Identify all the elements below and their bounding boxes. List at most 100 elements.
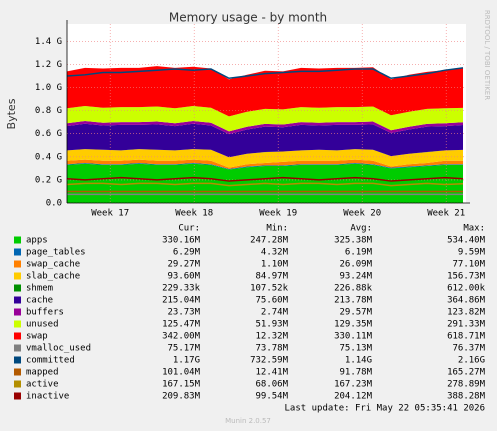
legend-label: page_tables [26, 248, 86, 258]
footer: Munin 2.0.57 [225, 417, 271, 425]
legend-stat: 330.16M [162, 236, 201, 246]
legend-header: Avg: [350, 224, 372, 234]
line [66, 176, 464, 182]
legend-label: apps [26, 236, 48, 246]
legend-stat: 732.59M [250, 356, 289, 366]
legend-stat: 612.00k [447, 284, 486, 294]
legend-swatch [14, 380, 21, 388]
area [67, 123, 463, 158]
legend-label: cache [26, 296, 53, 306]
legend-stat: 226.88k [334, 284, 373, 294]
legend-stat: 73.78M [255, 344, 288, 354]
area [67, 149, 463, 168]
legend-stat: 330.11M [334, 332, 373, 342]
legend-stat: 1.14G [345, 356, 372, 366]
line [66, 182, 464, 187]
legend-stat: 229.33k [162, 284, 201, 294]
legend-label: inactive [26, 392, 69, 402]
legend-label: shmem [26, 284, 53, 294]
area [67, 159, 463, 169]
x-tick-label: Week 17 [91, 209, 129, 219]
legend-stat: 12.41M [255, 368, 288, 378]
legend-swatch [14, 392, 21, 400]
legend-label: unused [26, 320, 59, 330]
legend-stat: 209.83M [162, 392, 201, 402]
y-tick-label: 0.6 G [35, 129, 62, 139]
last-update: Last update: Fri May 22 05:35:41 2026 [285, 404, 485, 414]
y-tick-label: 0.0 [46, 199, 62, 209]
y-tick-label: 1.4 G [35, 37, 62, 47]
legend-stat: 91.78M [339, 368, 372, 378]
legend-stat: 84.97M [255, 272, 288, 282]
legend-stat: 29.27M [167, 260, 200, 270]
legend-stat: 2.16G [458, 356, 485, 366]
legend-label: active [26, 380, 59, 390]
legend-stat: 12.32M [255, 332, 288, 342]
legend-stat: 99.54M [255, 392, 288, 402]
side-text: RRDTOOL / TOBI OETIKER [483, 10, 491, 100]
legend-stat: 93.24M [339, 272, 372, 282]
y-tick-label: 1.0 G [35, 83, 62, 93]
legend-swatch [14, 284, 21, 292]
area [67, 163, 463, 170]
legend-stat: 204.12M [334, 392, 373, 402]
legend-label: swap_cache [26, 260, 80, 270]
legend-stat: 618.71M [447, 332, 486, 342]
legend-stat: 342.00M [162, 332, 201, 342]
legend-swatch [14, 332, 21, 340]
legend-label: swap [26, 332, 48, 342]
legend-stat: 167.15M [162, 380, 201, 390]
legend-stat: 1.10M [261, 260, 289, 270]
legend-stat: 325.38M [334, 236, 373, 246]
legend-stat: 75.13M [339, 344, 372, 354]
legend-stat: 76.37M [452, 344, 485, 354]
legend-stat: 51.93M [255, 320, 288, 330]
y-tick-label: 0.4 G [35, 152, 62, 162]
legend-swatch [14, 308, 21, 316]
legend-label: vmalloc_used [26, 344, 91, 354]
legend-swatch [14, 236, 21, 244]
legend-header: Max: [463, 224, 485, 234]
legend-stat: 291.33M [447, 320, 486, 330]
chart-title: Memory usage - by month [169, 11, 327, 25]
legend-stat: 123.82M [447, 308, 486, 318]
legend-label: slab_cache [26, 272, 80, 282]
legend-stat: 278.89M [447, 380, 486, 390]
legend-stat: 4.32M [261, 248, 289, 258]
legend-stat: 534.40M [447, 236, 486, 246]
legend-stat: 77.10M [452, 260, 485, 270]
x-tick-label: Week 20 [343, 209, 381, 219]
legend-stat: 364.86M [447, 296, 486, 306]
y-tick-label: 0.8 G [35, 106, 62, 116]
legend-stat: 75.17M [167, 344, 200, 354]
line [66, 67, 464, 80]
x-tick-label: Week 19 [259, 209, 297, 219]
legend-stat: 213.78M [334, 296, 373, 306]
legend-stat: 68.06M [255, 380, 288, 390]
legend-stat: 129.35M [334, 320, 373, 330]
legend-label: mapped [26, 368, 59, 378]
legend-stat: 165.27M [447, 368, 486, 378]
legend-stat: 2.74M [261, 308, 289, 318]
legend-swatch [14, 356, 21, 364]
legend-stat: 75.60M [255, 296, 288, 306]
y-tick-label: 0.2 G [35, 175, 62, 185]
legend-swatch [14, 344, 21, 352]
legend-header: Cur: [178, 224, 200, 234]
legend-stat: 388.28M [447, 392, 486, 402]
legend-stat: 23.73M [167, 308, 200, 318]
legend-swatch [14, 320, 21, 328]
legend-swatch [14, 260, 21, 268]
legend-swatch [14, 248, 21, 256]
legend-label: buffers [26, 308, 64, 318]
legend-stat: 215.04M [162, 296, 201, 306]
legend-header: Min: [266, 224, 288, 234]
y-tick-label: 1.2 G [35, 60, 62, 70]
legend-stat: 6.19M [345, 248, 373, 258]
legend-swatch [14, 272, 21, 280]
legend-stat: 101.04M [162, 368, 201, 378]
x-tick-label: Week 21 [427, 209, 465, 219]
legend-stat: 29.57M [339, 308, 372, 318]
legend-stat: 93.60M [167, 272, 200, 282]
